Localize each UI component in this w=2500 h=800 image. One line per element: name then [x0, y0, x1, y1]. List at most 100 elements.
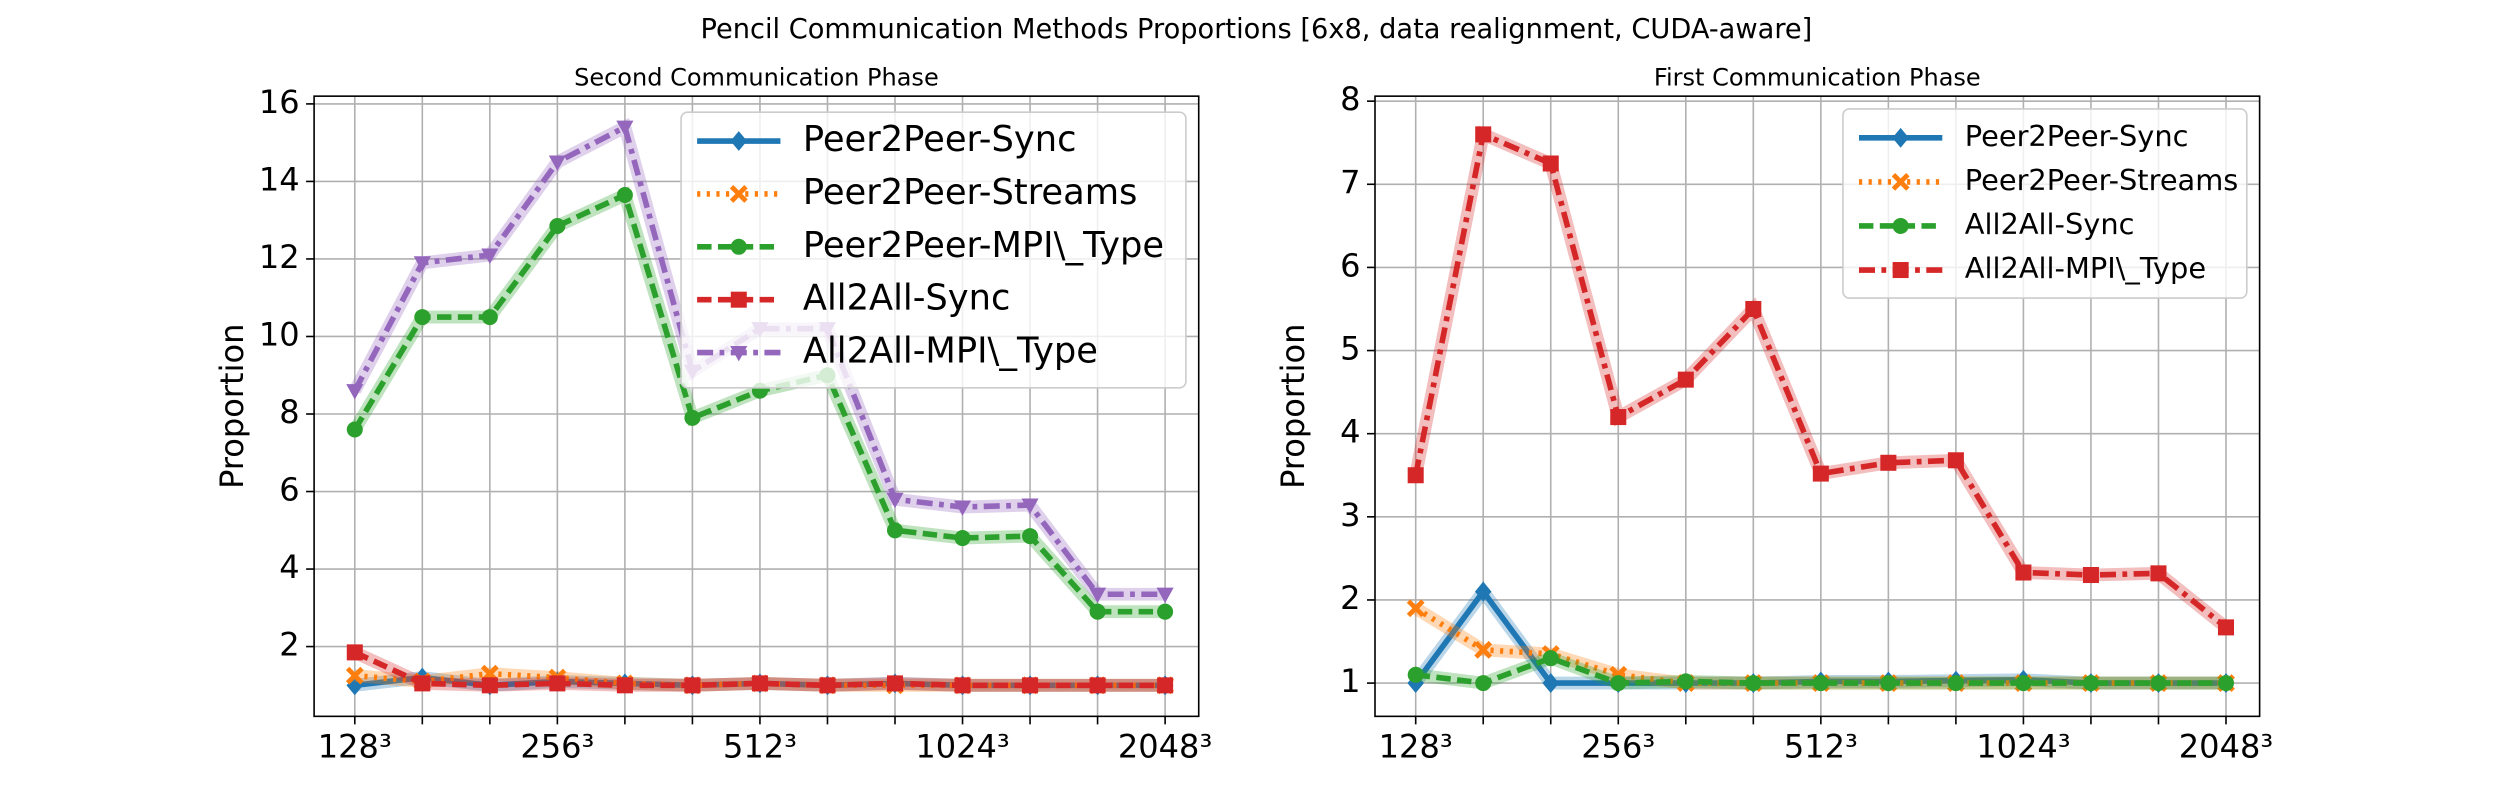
marker [1089, 677, 1106, 694]
marker [481, 309, 498, 326]
y-tick-label: 7 [1340, 163, 1360, 201]
marker [953, 500, 972, 516]
marker [346, 421, 363, 438]
legend-label: Peer2Peer-Sync [1965, 119, 2189, 153]
marker [1474, 581, 1492, 602]
legend-label: All2All-MPI\_Type [1965, 251, 2206, 285]
legend-marker [729, 184, 748, 203]
legend-label: Peer2Peer-Streams [1965, 163, 2239, 197]
marker [1880, 454, 1897, 471]
marker [886, 522, 904, 539]
marker [1475, 126, 1492, 143]
marker [2015, 564, 2032, 581]
marker [1022, 677, 1039, 694]
marker [2217, 619, 2235, 636]
marker [616, 120, 634, 137]
legend-marker [1892, 262, 1909, 279]
legend-label: All2All-Sync [1965, 207, 2135, 241]
marker [616, 677, 633, 694]
marker [1677, 371, 1694, 388]
legend-marker [1891, 172, 1910, 191]
x-tick-label: 256³ [520, 727, 594, 765]
legend-label: Peer2Peer-Sync [803, 119, 1077, 160]
marker [1407, 666, 1424, 683]
marker [1474, 640, 1493, 659]
y-tick-label: 6 [279, 471, 299, 509]
marker [345, 666, 364, 685]
marker [2082, 567, 2099, 584]
marker [1021, 498, 1039, 514]
y-tick-label: 5 [1340, 330, 1360, 368]
x-tick-label: 512³ [1784, 727, 1858, 765]
y-tick-label: 2 [1340, 579, 1360, 617]
y-tick-label: 8 [1340, 80, 1360, 118]
marker [2150, 675, 2167, 692]
marker [1022, 528, 1039, 545]
marker [1475, 675, 1492, 692]
marker [1812, 675, 1829, 692]
x-tick-label: 2048³ [2179, 727, 2273, 765]
legend-label: Peer2Peer-Streams [803, 172, 1138, 213]
legend-box [1842, 108, 2248, 299]
y-tick-label: 6 [1340, 246, 1360, 284]
marker [1947, 452, 1964, 469]
x-tick-label: 128³ [1379, 727, 1453, 765]
marker [2082, 675, 2099, 692]
legend-label: Peer2Peer-MPI\_Type [803, 225, 1164, 266]
legend-marker [730, 238, 747, 255]
marker [1089, 603, 1106, 620]
marker [1610, 675, 1627, 692]
marker [346, 384, 364, 400]
marker [414, 309, 431, 326]
marker [549, 675, 566, 692]
marker [1156, 587, 1174, 604]
marker [481, 248, 499, 264]
marker [2015, 675, 2032, 692]
figure-title: Pencil Communication Methods Proportions… [701, 14, 1813, 45]
marker [414, 675, 431, 692]
y-axis-label: Proportion [213, 324, 251, 489]
y-tick-label: 14 [259, 160, 300, 198]
y-tick-label: 10 [259, 315, 300, 353]
marker [1542, 650, 1559, 667]
legend-label: All2All-Sync [803, 278, 1011, 319]
legend-marker [730, 131, 748, 151]
marker [481, 677, 498, 694]
x-tick-label: 256³ [1581, 727, 1655, 765]
legend-marker [730, 291, 747, 308]
plot-frame [1374, 95, 2261, 718]
legend-marker [1892, 127, 1909, 148]
marker [1157, 603, 1174, 620]
marker [1745, 675, 1762, 692]
y-tick-label: 8 [279, 393, 299, 431]
y-tick-label: 16 [259, 83, 300, 121]
marker [346, 644, 363, 661]
marker [1157, 677, 1174, 694]
y-tick-label: 4 [1340, 413, 1360, 451]
marker [413, 256, 431, 272]
marker [751, 675, 768, 692]
y-tick-label: 2 [279, 626, 299, 664]
x-tick-label: 1024³ [915, 727, 1009, 765]
y-axis-label: Proportion [1274, 324, 1312, 489]
x-tick-label: 512³ [723, 727, 797, 765]
subplot-title: First Communication Phase [1654, 64, 1981, 92]
marker [1880, 675, 1897, 692]
marker [954, 677, 971, 694]
marker [1947, 675, 1964, 692]
marker [549, 217, 566, 235]
marker [1407, 467, 1424, 484]
marker [1089, 587, 1107, 604]
marker [1542, 155, 1559, 172]
legend-label: All2All-MPI\_Type [803, 331, 1098, 372]
x-tick-label: 2048³ [1118, 727, 1212, 765]
marker [684, 409, 701, 426]
marker [548, 155, 566, 171]
marker [1677, 673, 1694, 690]
marker [886, 675, 904, 692]
y-tick-label: 12 [259, 238, 300, 276]
legend-marker [730, 345, 748, 362]
x-tick-label: 1024³ [1976, 727, 2070, 765]
subplot-title: Second Communication Phase [574, 64, 939, 92]
